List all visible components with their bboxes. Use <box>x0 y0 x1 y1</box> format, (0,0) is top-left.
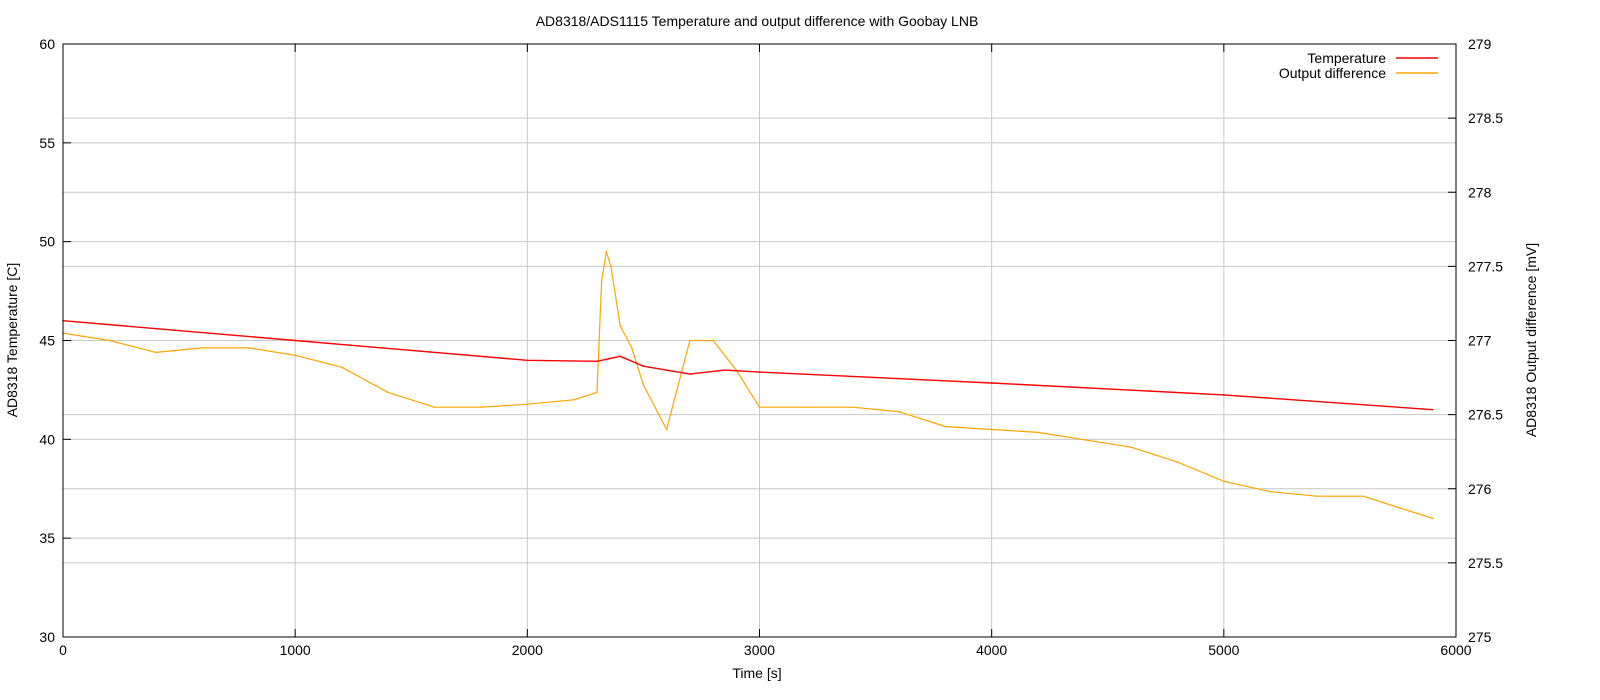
x-tick-label: 5000 <box>1208 642 1239 658</box>
data-point-output-difference <box>851 406 854 409</box>
data-point-output-difference <box>247 347 250 349</box>
y2-tick-label: 278.5 <box>1468 110 1503 126</box>
series-layer <box>62 250 1434 520</box>
y2-tick-label: 279 <box>1468 36 1492 52</box>
data-point-temperature <box>619 355 621 358</box>
data-point-temperature <box>723 369 726 371</box>
y-tick-label: 60 <box>39 36 55 52</box>
data-point-output-difference <box>1130 446 1132 449</box>
data-point-output-difference <box>340 366 343 368</box>
data-point-output-difference <box>642 384 645 386</box>
data-point-temperature <box>689 373 691 375</box>
data-point-output-difference <box>1083 439 1086 441</box>
data-point-temperature <box>1431 408 1434 411</box>
data-point-temperature <box>642 365 645 367</box>
y2-tick-label: 276.5 <box>1468 407 1503 423</box>
x-tick-label: 2000 <box>512 642 543 658</box>
y-tick-label: 55 <box>39 135 55 151</box>
data-point-output-difference <box>1176 461 1179 463</box>
data-point-temperature <box>758 371 761 373</box>
data-point-output-difference <box>1269 490 1272 493</box>
chart-title: AD8318/ADS1115 Temperature and output di… <box>536 13 979 29</box>
y-tick-label: 40 <box>39 431 55 447</box>
y-tick-label: 30 <box>39 629 55 645</box>
data-point-output-difference <box>944 425 947 428</box>
x-tick-label: 3000 <box>744 642 775 658</box>
y2-tick-label: 275 <box>1468 629 1492 645</box>
data-point-output-difference <box>480 406 482 409</box>
data-point-temperature <box>990 382 993 384</box>
legend-label: Temperature <box>1307 50 1386 66</box>
y2-tick-label: 277.5 <box>1468 258 1503 274</box>
data-point-output-difference <box>155 351 157 354</box>
series-line-output-difference <box>62 250 1433 519</box>
y2-tick-label: 276 <box>1468 481 1492 497</box>
grid <box>63 44 1456 637</box>
data-point-output-difference <box>610 265 612 268</box>
data-point-temperature <box>1223 394 1225 396</box>
data-point-output-difference <box>387 391 389 394</box>
data-point-output-difference <box>758 406 761 409</box>
data-point-output-difference <box>619 324 621 327</box>
data-point-output-difference <box>1223 480 1225 483</box>
data-point-output-difference <box>990 428 993 431</box>
y2-tick-label: 278 <box>1468 184 1492 200</box>
x-tick-label: 6000 <box>1440 642 1471 658</box>
y2-tick-label: 275.5 <box>1468 555 1503 571</box>
data-point-output-difference <box>1037 431 1039 434</box>
data-point-output-difference <box>631 347 633 349</box>
x-axis-label: Time [s] <box>732 665 781 681</box>
data-point-output-difference <box>805 406 807 409</box>
data-point-output-difference <box>665 428 668 431</box>
data-point-output-difference <box>572 399 575 401</box>
data-point-output-difference <box>526 403 529 406</box>
series-line-temperature <box>62 320 1433 411</box>
data-point-temperature <box>526 359 529 362</box>
data-point-output-difference <box>596 391 598 394</box>
data-point-output-difference <box>712 339 714 342</box>
y-axis-label: AD8318 Temperature [C] <box>4 263 20 418</box>
data-point-output-difference <box>108 339 111 342</box>
data-point-temperature <box>596 360 598 363</box>
y-tick-label: 45 <box>39 333 55 349</box>
data-point-output-difference <box>294 354 296 357</box>
y2-tick-label: 277 <box>1468 333 1492 349</box>
data-point-temperature <box>294 339 296 342</box>
data-point-output-difference <box>898 410 900 413</box>
data-point-output-difference <box>201 347 204 349</box>
data-point-output-difference <box>1431 517 1434 520</box>
x-tick-label: 1000 <box>280 642 311 658</box>
x-tick-label: 4000 <box>976 642 1007 658</box>
y-tick-label: 50 <box>39 234 55 250</box>
data-point-output-difference <box>1362 495 1364 497</box>
data-point-output-difference <box>1408 510 1411 512</box>
x-tick-label: 0 <box>59 642 67 658</box>
data-point-output-difference <box>605 250 608 253</box>
data-point-output-difference <box>433 406 436 409</box>
data-point-output-difference <box>689 339 691 342</box>
y-tick-label: 35 <box>39 530 55 546</box>
y2-axis-label: AD8318 Output difference [mV] <box>1523 243 1539 437</box>
data-point-output-difference <box>1315 495 1318 497</box>
ticks: 0 1000 2000 3000 4000 5000 6000 30 35 40 45 50 55 60 2… <box>39 36 1503 658</box>
legend-label: Output difference <box>1279 65 1386 81</box>
data-point-output-difference <box>600 280 603 283</box>
